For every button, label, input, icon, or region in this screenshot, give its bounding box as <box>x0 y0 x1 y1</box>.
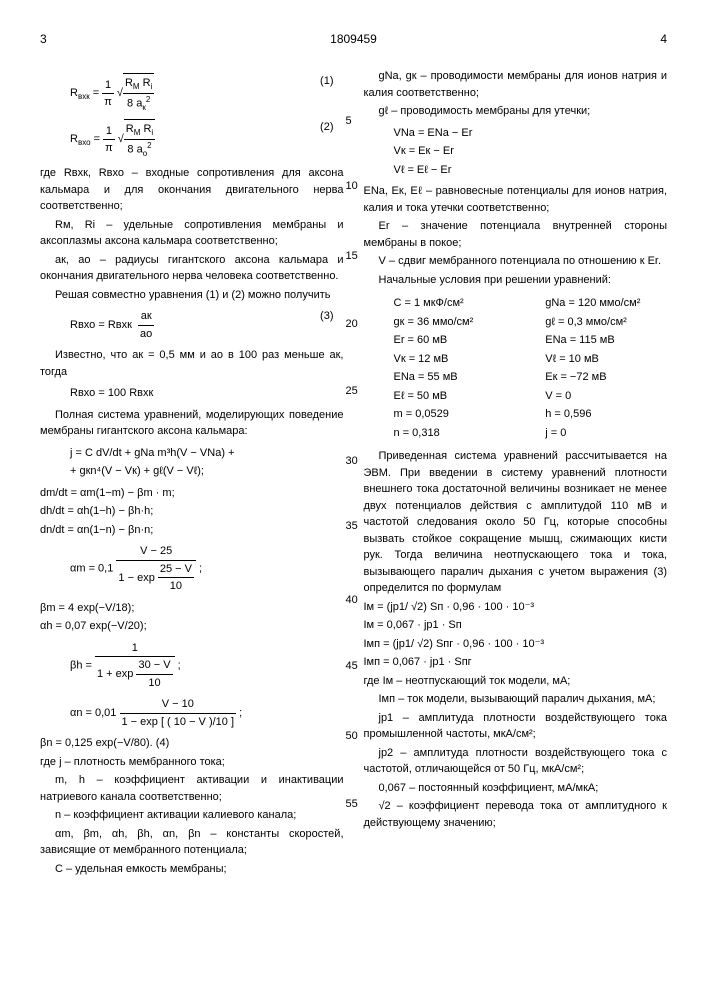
paragraph: √2 – коэффициент перевода тока от амплит… <box>364 798 668 831</box>
equation-11: αh = 0,07 exp(−V/20); <box>40 618 344 635</box>
paragraph: Полная система уравнений, моделирующих п… <box>40 407 344 440</box>
paragraph: Начальные условия при решении уравнений: <box>364 272 668 289</box>
eq-text: Rвхк = 1π √RM Ri8 aк2 <box>70 87 154 99</box>
paragraph: Известно, что aк = 0,5 мм и aо в 100 раз… <box>40 347 344 380</box>
paragraph: aк, aо – радиусы гигантского аксона каль… <box>40 252 344 285</box>
page-header: 3 1809459 4 <box>40 30 667 48</box>
equation-v-na: VNa = ENa − Er Vк = Eк − Er Vℓ = Eℓ − Er <box>394 125 668 179</box>
eq-text: Rвхо = 1π √RM Ri8 aо2 <box>70 133 155 145</box>
eq-number: (1) <box>320 73 333 90</box>
paragraph: n – коэффициент активации калиевого кана… <box>40 807 344 824</box>
document-id: 1809459 <box>330 30 377 48</box>
paragraph: jp2 – амплитуда плотности воздействующег… <box>364 745 668 778</box>
paragraph: αm, βm, αh, βh, αn, βn – константы скоро… <box>40 826 344 859</box>
paragraph: m, h – коэффициент активации и инактивац… <box>40 772 344 805</box>
paragraph: 0,067 – постоянный коэффициент, мА/мкА; <box>364 780 668 797</box>
eq-number: (3) <box>320 308 333 325</box>
page-number-right: 4 <box>660 30 667 48</box>
equation-im1: Iм = (jp1/ √2) Sп · 0,96 · 100 · 10⁻³ <box>364 599 668 616</box>
equation-14: βn = 0,125 exp(−V/80). (4) <box>40 735 344 752</box>
equation-10: βm = 4 exp(−V/18); <box>40 600 344 617</box>
paragraph: Приведенная система уравнений рассчитыва… <box>364 448 668 597</box>
equation-12: βh = 1 1 + exp 30 − V10 ; <box>70 640 344 692</box>
page-number-left: 3 <box>40 30 47 48</box>
paragraph: jp1 – амплитуда плотности воздействующег… <box>364 710 668 743</box>
paragraph: где j – плотность мембранного тока; <box>40 754 344 771</box>
paragraph: Rм, Ri – удельные сопротивления мембраны… <box>40 217 344 250</box>
eq-number: (2) <box>320 119 333 136</box>
equation-13: αn = 0,01 V − 10 1 − exp [ ( 10 − V )/10… <box>70 696 344 730</box>
paragraph: где Rвхк, Rвхо – входные сопротивления д… <box>40 165 344 215</box>
equation-9: αm = 0,1 V − 25 1 − exp 25 − V10 ; <box>70 543 344 595</box>
paragraph: V – сдвиг мембранного потенциала по отно… <box>364 253 668 270</box>
eq-text: Rвхо = Rвхк <box>70 319 132 331</box>
equation-2: Rвхо = 1π √RM Ri8 aо2 (2) <box>70 119 344 160</box>
equation-4: Rвхо = 100 Rвхк <box>70 385 344 402</box>
paragraph: Er – значение потенциала внутренней стор… <box>364 218 668 251</box>
initial-conditions: C = 1 мкФ/см² gк = 36 ммо/см² Er = 60 мВ… <box>394 293 668 443</box>
paragraph: Iмп – ток модели, вызывающий паралич дых… <box>364 691 668 708</box>
equation-imp2: Iмп = 0,067 · jp1 · Sпг <box>364 654 668 671</box>
paragraph: где Iм – неотпускающий ток модели, мА; <box>364 673 668 690</box>
right-column: 5 10 15 20 25 30 35 40 45 50 55 gNa, gк … <box>364 68 668 879</box>
text-columns: Rвхк = 1π √RM Ri8 aк2 (1) Rвхо = 1π √RM … <box>40 68 667 879</box>
equation-6: dm/dt = αm(1−m) − βm · m; <box>40 485 344 502</box>
equation-1: Rвхк = 1π √RM Ri8 aк2 (1) <box>70 73 344 114</box>
equation-imp1: Iмп = (jp1/ √2) Sпг · 0,96 · 100 · 10⁻³ <box>364 636 668 653</box>
equation-5: j = C dV/dt + gNa m³h(V − VNa) + + gкn⁴(… <box>70 445 344 480</box>
equation-7: dh/dt = αh(1−h) − βh·h; <box>40 503 344 520</box>
paragraph: gNa, gк – проводимости мембраны для ионо… <box>364 68 668 101</box>
paragraph: Решая совместно уравнения (1) и (2) можн… <box>40 287 344 304</box>
equation-8: dn/dt = αn(1−n) − βn·n; <box>40 522 344 539</box>
equation-im2: Iм = 0,067 · jp1 · Sп <box>364 617 668 634</box>
paragraph: gℓ – проводимость мембраны для утечки; <box>364 103 668 120</box>
paragraph: ENa, Eк, Eℓ – равновесные потенциалы для… <box>364 183 668 216</box>
left-column: Rвхк = 1π √RM Ri8 aк2 (1) Rвхо = 1π √RM … <box>40 68 344 879</box>
equation-3: Rвхо = Rвхк aкaо (3) <box>70 308 344 342</box>
paragraph: C – удельная емкость мембраны; <box>40 861 344 878</box>
